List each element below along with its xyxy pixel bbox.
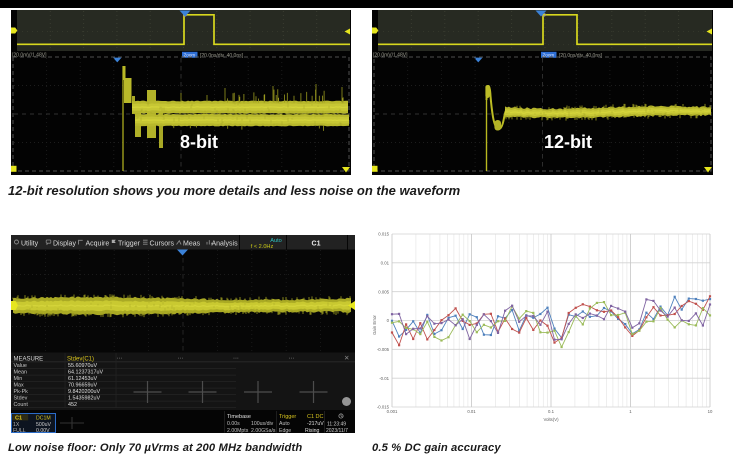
svg-text:2023/11/7: 2023/11/7 bbox=[326, 428, 348, 433]
svg-text:DC1M: DC1M bbox=[36, 416, 51, 422]
svg-text:0.00s: 0.00s bbox=[227, 421, 240, 427]
svg-text:9.8420200uV: 9.8420200uV bbox=[68, 389, 100, 395]
svg-text:2.00GSa/s: 2.00GSa/s bbox=[251, 428, 276, 433]
svg-text:100us/div: 100us/div bbox=[251, 421, 274, 427]
svg-text:Stdev: Stdev bbox=[14, 396, 28, 402]
svg-text:MEASURE: MEASURE bbox=[14, 357, 44, 363]
svg-text:0.00V: 0.00V bbox=[36, 428, 50, 433]
svg-text:[20.0mV/1.48V]: [20.0mV/1.48V] bbox=[12, 53, 47, 59]
svg-text:Volts(V): Volts(V) bbox=[543, 417, 559, 422]
svg-text:...: ... bbox=[233, 354, 239, 361]
svg-text:0.001: 0.001 bbox=[387, 409, 398, 414]
svg-text:[20.0mV/1.48V]: [20.0mV/1.48V] bbox=[373, 53, 408, 59]
svg-text:-217uV: -217uV bbox=[307, 421, 324, 427]
svg-text:Meas: Meas bbox=[183, 240, 201, 247]
svg-text:Trigger: Trigger bbox=[118, 240, 141, 247]
svg-text:C1: C1 bbox=[312, 240, 321, 247]
svg-text:8-bit: 8-bit bbox=[180, 132, 218, 152]
svg-text:1.5435982uV: 1.5435982uV bbox=[68, 396, 100, 402]
svg-text:Zoom: Zoom bbox=[543, 53, 555, 58]
svg-text:...: ... bbox=[178, 354, 184, 361]
svg-text:Acquire: Acquire bbox=[86, 240, 110, 247]
svg-text:...: ... bbox=[117, 354, 123, 361]
svg-text:0.01: 0.01 bbox=[467, 409, 476, 414]
svg-text:2.00Mpts: 2.00Mpts bbox=[227, 428, 249, 433]
svg-text:55.60970uV: 55.60970uV bbox=[68, 363, 97, 369]
svg-text:[20.0ns/div, 40.0ns]: [20.0ns/div, 40.0ns] bbox=[559, 53, 603, 59]
svg-text:...: ... bbox=[289, 354, 295, 361]
svg-text:Utility: Utility bbox=[21, 240, 39, 247]
svg-text:-0.005: -0.005 bbox=[377, 347, 390, 352]
svg-text:452: 452 bbox=[68, 402, 77, 408]
svg-text:12-bit: 12-bit bbox=[544, 132, 592, 152]
svg-text:✕: ✕ bbox=[344, 355, 349, 362]
svg-text:64.1237317uV: 64.1237317uV bbox=[68, 370, 103, 376]
svg-text:Trigger: Trigger bbox=[279, 414, 296, 420]
svg-text:Mean: Mean bbox=[14, 370, 28, 376]
svg-text:Auto: Auto bbox=[279, 421, 290, 427]
svg-text:Max: Max bbox=[14, 383, 24, 389]
svg-text:Count: Count bbox=[14, 402, 29, 408]
svg-text:Gain Error: Gain Error bbox=[372, 315, 377, 335]
svg-text:FULL: FULL bbox=[13, 428, 26, 433]
svg-text:Analysis: Analysis bbox=[212, 240, 239, 247]
svg-text:0.1: 0.1 bbox=[548, 409, 555, 414]
svg-text:1X: 1X bbox=[13, 422, 20, 428]
svg-text:0.005: 0.005 bbox=[378, 289, 389, 294]
svg-text:Rising: Rising bbox=[305, 428, 320, 433]
svg-text:Auto: Auto bbox=[270, 238, 282, 244]
svg-text:11:23:49: 11:23:49 bbox=[327, 422, 346, 428]
svg-text:10: 10 bbox=[708, 409, 713, 414]
svg-text:C1: C1 bbox=[15, 416, 22, 422]
svg-text:Display: Display bbox=[53, 240, 76, 247]
svg-text:Cursors: Cursors bbox=[150, 240, 175, 247]
svg-text:0: 0 bbox=[387, 318, 390, 323]
svg-text:-0.01: -0.01 bbox=[379, 376, 389, 381]
svg-text:1: 1 bbox=[629, 409, 632, 414]
svg-text:[20.0ns/div, 40.0ns]: [20.0ns/div, 40.0ns] bbox=[200, 53, 244, 59]
svg-text:70.96659uV: 70.96659uV bbox=[68, 383, 97, 389]
svg-text:Min: Min bbox=[14, 376, 23, 382]
svg-text:Timebase: Timebase bbox=[227, 414, 251, 420]
svg-text:Pk-Pk: Pk-Pk bbox=[14, 389, 29, 395]
svg-text:Stdev(C1): Stdev(C1) bbox=[67, 357, 94, 363]
svg-text:-0.015: -0.015 bbox=[377, 405, 390, 410]
svg-text:0.01: 0.01 bbox=[381, 260, 390, 265]
svg-text:C1 DC: C1 DC bbox=[307, 414, 324, 420]
svg-text:Zoom: Zoom bbox=[184, 53, 196, 58]
svg-text:f < 2.0Hz: f < 2.0Hz bbox=[251, 244, 274, 250]
svg-text:Edge: Edge bbox=[279, 428, 291, 433]
svg-text:61.12453uV: 61.12453uV bbox=[68, 376, 97, 382]
svg-text:500uV: 500uV bbox=[36, 422, 52, 428]
svg-text:Value: Value bbox=[14, 363, 27, 369]
svg-text:0.015: 0.015 bbox=[378, 232, 389, 237]
